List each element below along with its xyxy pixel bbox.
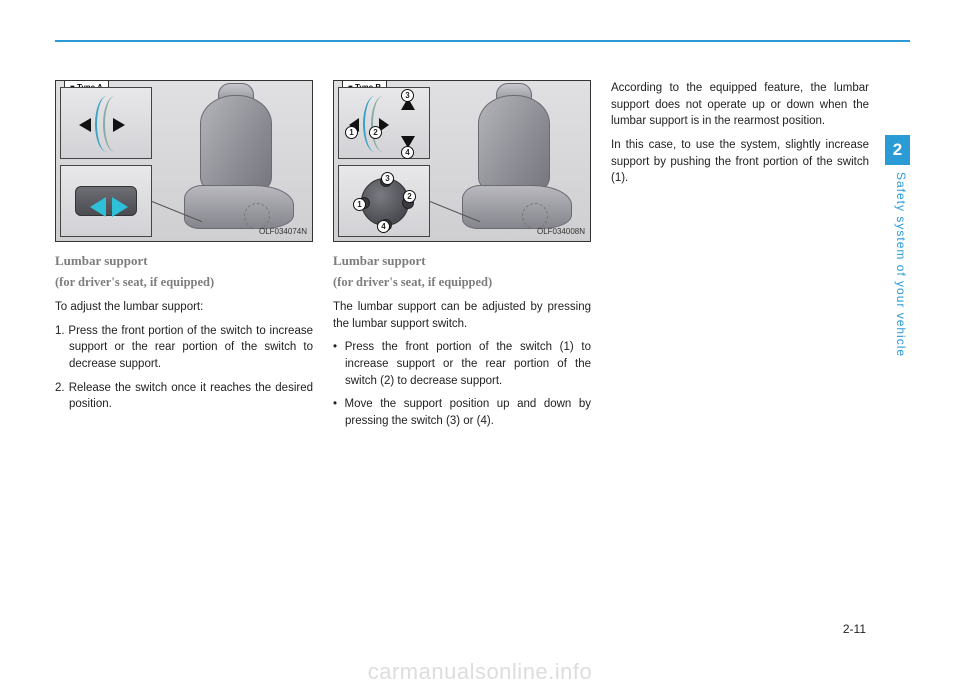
seat-illustration [452, 87, 584, 237]
section-subtitle: (for driver's seat, if equipped) [55, 273, 313, 291]
body-paragraph: According to the equipped feature, the l… [611, 80, 869, 130]
rocker-arrow-rear-icon [112, 197, 128, 217]
label-2: 2 [369, 126, 382, 139]
watermark-text: carmanualsonline.info [0, 659, 960, 685]
seat-cushion-shape [184, 185, 294, 229]
section-title: Lumbar support [333, 252, 591, 271]
rocker-switch-shape [75, 186, 137, 216]
intro-text: The lumbar support can be adjusted by pr… [333, 299, 591, 332]
manual-page: ■ Type A [55, 40, 910, 650]
label-3: 3 [381, 172, 394, 185]
column-3: According to the equipped feature, the l… [611, 80, 869, 437]
intro-text: To adjust the lumbar support: [55, 299, 313, 316]
seat-back-shape [478, 95, 550, 191]
figure-code: OLF034008N [537, 226, 585, 238]
section-title: Lumbar support [55, 252, 313, 271]
seat-illustration [174, 87, 306, 237]
list-item: 2. Release the switch once it reach­es t… [55, 380, 313, 413]
inset-switch [60, 165, 152, 237]
seat-back-shape [200, 95, 272, 191]
inset-lumbar-4way: 1 2 3 4 [338, 87, 430, 159]
chapter-title-vertical: Safety system of your vehicle [888, 172, 908, 472]
inset-lumbar-arrows [60, 87, 152, 159]
list-item: 1. Press the front portion of the switch… [55, 323, 313, 373]
arrow-right-icon [113, 118, 125, 132]
arrow-left-icon [79, 118, 91, 132]
body-paragraph: In this case, to use the system, slightl… [611, 137, 869, 187]
label-4: 4 [377, 220, 390, 233]
label-4: 4 [401, 146, 414, 159]
label-1: 1 [345, 126, 358, 139]
seat-cushion-shape [462, 185, 572, 229]
content-columns: ■ Type A [55, 80, 870, 437]
knob-shape [361, 178, 409, 226]
column-2: ■ Type B 1 2 3 [333, 80, 591, 437]
bullet-item: • Press the front portion of the switch … [333, 339, 591, 389]
top-rule [55, 40, 910, 42]
label-3: 3 [401, 89, 414, 102]
bullet-item: • Move the support position up and down … [333, 396, 591, 429]
column-1: ■ Type A [55, 80, 313, 437]
figure-code: OLF034074N [259, 226, 307, 238]
chapter-tab: 2 [885, 135, 910, 165]
page-number: 2-11 [843, 622, 866, 636]
section-subtitle: (for driver's seat, if equipped) [333, 273, 591, 291]
label-2: 2 [403, 190, 416, 203]
figure-type-a: ■ Type A [55, 80, 313, 242]
rocker-arrow-front-icon [90, 197, 106, 217]
label-1: 1 [353, 198, 366, 211]
inset-4way-knob: 1 2 3 4 [338, 165, 430, 237]
callout-circle [244, 203, 270, 229]
callout-circle [522, 203, 548, 229]
figure-type-b: ■ Type B 1 2 3 [333, 80, 591, 242]
